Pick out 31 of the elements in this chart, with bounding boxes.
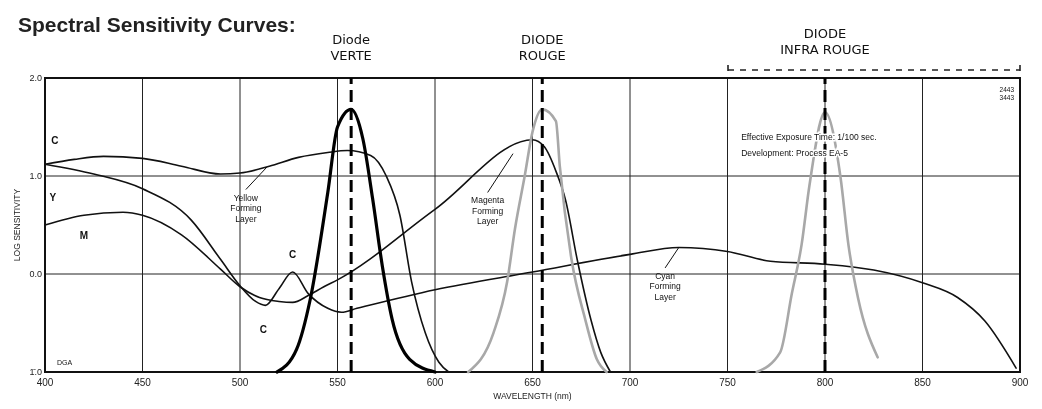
- x-tick-label: 800: [816, 377, 834, 388]
- x-tick-label: 500: [231, 377, 249, 388]
- annotation: Effective Exposure Time: 1/100 sec.: [741, 131, 877, 142]
- annotation: Y: [49, 191, 57, 203]
- x-axis-title: WAVELENGTH (nm): [493, 391, 572, 401]
- y-tick-label: 0.0: [29, 269, 42, 279]
- y-axis-title: LOG SENSITIVITY: [12, 188, 22, 262]
- text: Yellow Forming Layer: [230, 192, 262, 224]
- x-tick-label: 750: [719, 377, 737, 388]
- chart-title: Spectral Sensitivity Curves:: [18, 13, 296, 36]
- x-tick-label: 550: [329, 377, 347, 388]
- ref-line-label: DIODE ROUGE: [518, 32, 566, 63]
- line-series: [466, 108, 608, 374]
- x-tick-label: 450: [134, 377, 152, 388]
- y-tick-label: 2.0: [29, 73, 42, 83]
- ref-line-label: Diode VERTE: [330, 32, 372, 63]
- text: Cyan Forming Layer: [649, 270, 681, 302]
- x-tick-label: 700: [621, 377, 639, 388]
- annotation: C: [289, 249, 297, 261]
- x-tick-label: 900: [1011, 377, 1029, 388]
- annotation: M: [79, 229, 89, 241]
- annotation: C: [51, 134, 59, 146]
- x-tick-label: 400: [36, 377, 54, 388]
- annotation: C: [259, 323, 268, 335]
- x-tick-label: 600: [426, 377, 444, 388]
- series-label: Magenta Forming Layer: [471, 195, 505, 227]
- y-tick-label: 1̄.0: [29, 367, 42, 377]
- x-tick-label: 650: [524, 377, 542, 388]
- y-tick-label: 1.0: [29, 171, 42, 181]
- x-tick-label: 850: [914, 377, 932, 388]
- ref-line-label: DIODE INFRA ROUGE: [780, 26, 870, 57]
